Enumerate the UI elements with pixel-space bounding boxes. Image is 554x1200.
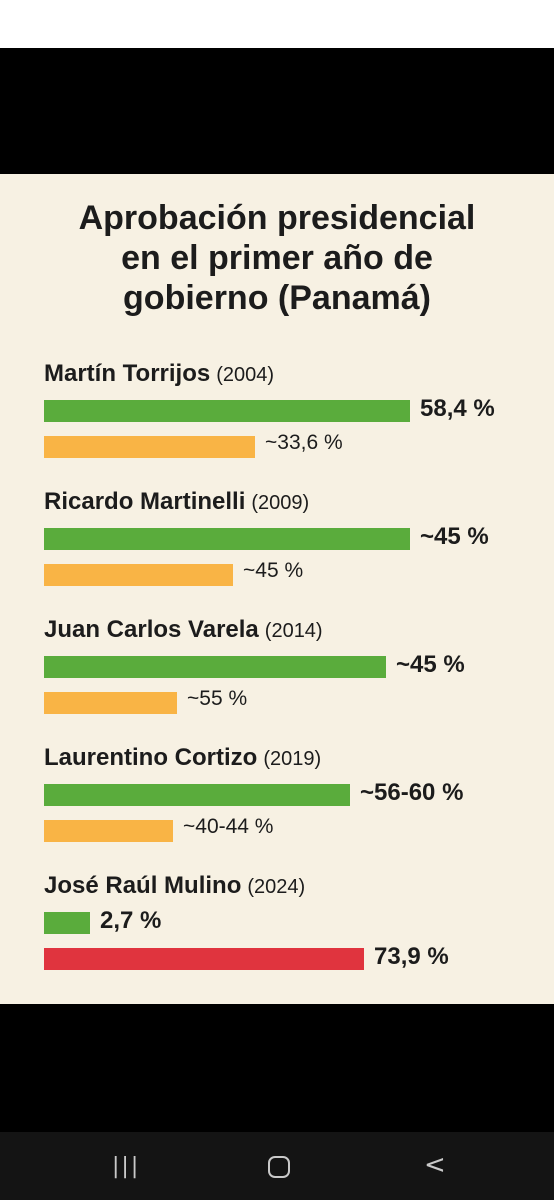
disapproval-bar [44, 948, 364, 970]
president-year: (2024) [247, 876, 306, 898]
bar-value-label: ~40-44 % [183, 815, 274, 838]
president-name: Ricardo Martinelli [44, 488, 246, 515]
bar-value-label: ~45 % [243, 559, 304, 582]
president-group: Laurentino Cortizo (2019) ~56-60 % ~40-44 % [44, 744, 544, 854]
president-name: Laurentino Cortizo [44, 744, 258, 771]
president-year: (2019) [263, 748, 322, 770]
bar-value-label: ~56-60 % [360, 779, 464, 806]
bar-value-label: ~45 % [396, 651, 465, 678]
approval-bar [44, 400, 410, 422]
android-navigation-bar: ||| < [0, 1132, 554, 1200]
chart-title-line: gobierno (Panamá) [123, 279, 431, 317]
bar-value-label: ~33,6 % [265, 431, 343, 454]
bar-value-label: ~55 % [187, 687, 248, 710]
president-label: Ricardo Martinelli (2009) [44, 488, 309, 516]
bar-value-label: 73,9 % [374, 943, 449, 970]
chart-card: Aprobación presidencial en el primer año… [0, 174, 554, 1004]
president-name: Juan Carlos Varela [44, 616, 259, 643]
chart-title-line: Aprobación presidencial [78, 199, 476, 237]
president-year: (2014) [264, 620, 323, 642]
president-label: Laurentino Cortizo (2019) [44, 744, 321, 772]
president-year: (2004) [216, 364, 275, 386]
top-white-band [0, 0, 554, 48]
president-group: Juan Carlos Varela (2014) ~45 % ~55 % [44, 616, 544, 726]
approval-bar [44, 912, 90, 934]
president-name: Martín Torrijos [44, 360, 211, 387]
bar-value-label: 58,4 % [420, 395, 495, 422]
recent-apps-icon[interactable]: ||| [112, 1154, 141, 1179]
president-group: José Raúl Mulino (2024) 2,7 % 73,9 % [44, 872, 544, 982]
president-label: Juan Carlos Varela (2014) [44, 616, 323, 644]
president-label: José Raúl Mulino (2024) [44, 872, 305, 900]
approval-bar [44, 528, 410, 550]
disapproval-bar [44, 436, 255, 458]
back-icon[interactable]: < [424, 1150, 446, 1180]
bar-value-label: ~45 % [420, 523, 489, 550]
president-year: (2009) [251, 492, 310, 514]
president-label: Martín Torrijos (2004) [44, 360, 274, 388]
chart-title-line: en el primer año de [121, 239, 433, 277]
president-name: José Raúl Mulino [44, 872, 242, 899]
approval-bar [44, 656, 386, 678]
disapproval-bar [44, 820, 173, 842]
approval-bar [44, 784, 350, 806]
home-icon[interactable] [268, 1156, 290, 1178]
president-group: Martín Torrijos (2004) 58,4 % ~33,6 % [44, 360, 544, 470]
president-group: Ricardo Martinelli (2009) ~45 % ~45 % [44, 488, 544, 598]
disapproval-bar [44, 692, 177, 714]
bar-value-label: 2,7 % [100, 907, 162, 934]
disapproval-bar [44, 564, 233, 586]
chart-title: Aprobación presidencial en el primer año… [0, 198, 554, 318]
